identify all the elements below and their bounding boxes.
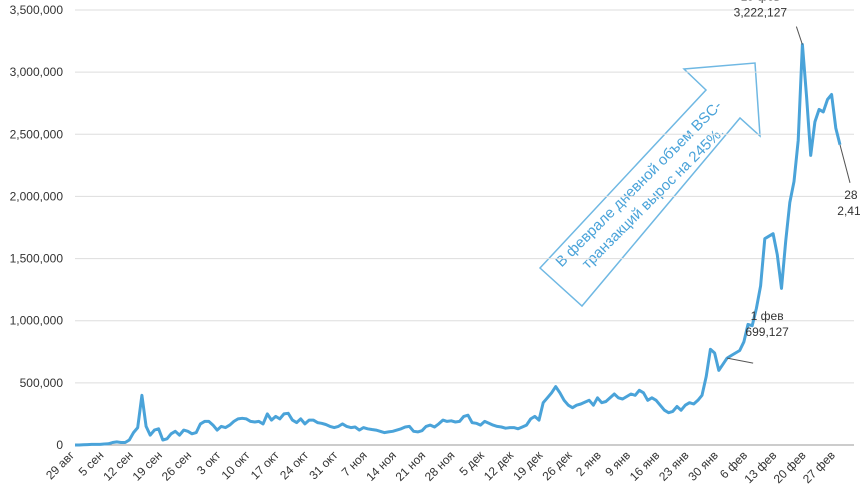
annotation-value: 699,127 bbox=[745, 325, 789, 339]
annotation-date: 28 фев bbox=[844, 188, 860, 202]
leader-line bbox=[727, 357, 754, 364]
y-tick-label: 3,500,000 bbox=[10, 3, 64, 17]
x-tick-label: 30 янв bbox=[685, 448, 720, 483]
callout: В феврале дневной объем BSC-транзакций в… bbox=[552, 97, 727, 272]
x-tick-label: 29 авг bbox=[43, 448, 77, 482]
y-tick-label: 1,500,000 bbox=[10, 252, 64, 266]
annotation-value: 3,222,127 bbox=[734, 6, 788, 20]
x-tick-label: 26 дек bbox=[540, 448, 576, 484]
data-line bbox=[75, 43, 842, 447]
x-tick-label: 24 окт bbox=[277, 448, 311, 482]
y-tick-label: 3,000,000 bbox=[10, 65, 64, 79]
x-tick-label: 12 сен bbox=[100, 448, 135, 483]
x-tick-label: 16 янв bbox=[627, 448, 662, 483]
annotation-value: 2,415,306 bbox=[837, 204, 860, 218]
callout-arrow bbox=[538, 62, 761, 308]
y-tick-label: 0 bbox=[56, 438, 63, 452]
x-tick-label: 17 окт bbox=[248, 448, 282, 482]
x-tick-label: 19 дек bbox=[510, 448, 546, 484]
y-tick-label: 1,000,000 bbox=[10, 314, 64, 328]
annotation-date: 19 фев bbox=[741, 0, 781, 4]
x-tick-label: 31 окт bbox=[306, 448, 340, 482]
leader-line bbox=[795, 26, 803, 45]
callout-text: В феврале дневной объем BSC- bbox=[552, 97, 725, 270]
x-tick-label: 19 сен bbox=[130, 448, 165, 483]
x-tick-label: 10 окт bbox=[219, 448, 253, 482]
x-tick-label: 14 ноя bbox=[363, 448, 399, 484]
annotation-date: 1 фев bbox=[751, 309, 784, 323]
x-tick-label: 2 янв bbox=[573, 448, 604, 479]
y-tick-label: 2,000,000 bbox=[10, 189, 64, 203]
x-tick-label: 26 сен bbox=[159, 448, 194, 483]
x-tick-label: 27 фев bbox=[800, 448, 838, 486]
x-tick-label: 28 ноя bbox=[422, 448, 458, 484]
y-tick-label: 2,500,000 bbox=[10, 127, 64, 141]
y-tick-label: 500,000 bbox=[20, 376, 64, 390]
x-tick-label: 23 янв bbox=[656, 448, 691, 483]
x-tick-label: 12 дек bbox=[481, 448, 517, 484]
grid bbox=[75, 9, 854, 446]
x-tick-label: 21 ноя bbox=[393, 448, 429, 484]
leader-line bbox=[839, 144, 851, 183]
